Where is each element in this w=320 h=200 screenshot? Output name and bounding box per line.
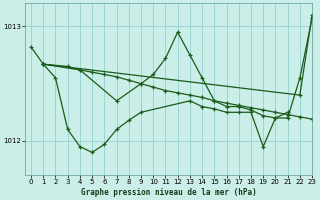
X-axis label: Graphe pression niveau de la mer (hPa): Graphe pression niveau de la mer (hPa): [81, 188, 256, 197]
